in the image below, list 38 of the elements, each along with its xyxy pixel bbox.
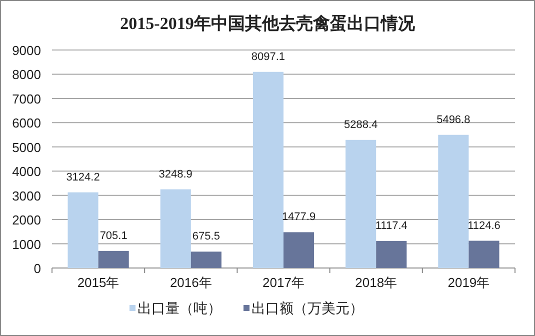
data-label: 5496.8 bbox=[436, 114, 470, 126]
x-tick-label: 2018年 bbox=[355, 275, 398, 290]
bar bbox=[160, 189, 191, 268]
y-tick-label: 0 bbox=[34, 261, 41, 276]
legend-label: 出口量（吨） bbox=[138, 300, 222, 316]
bar bbox=[468, 240, 500, 268]
y-tick-label: 1000 bbox=[12, 236, 41, 252]
y-tick-label: 9000 bbox=[12, 43, 41, 58]
data-label: 675.5 bbox=[192, 230, 220, 243]
y-tick-label: 4000 bbox=[12, 164, 41, 180]
legend-label: 出口额（万美元） bbox=[252, 300, 364, 316]
y-tick-label: 2000 bbox=[12, 212, 41, 228]
x-tick-label: 2016年 bbox=[170, 275, 212, 290]
bar bbox=[98, 250, 129, 268]
y-tick-label: 5000 bbox=[12, 140, 41, 155]
bar bbox=[284, 232, 314, 268]
data-label: 705.1 bbox=[100, 230, 128, 242]
data-label: 5288.4 bbox=[344, 118, 378, 131]
chart-title: 2015-2019年中国其他去壳禽蛋出口情况 bbox=[120, 14, 416, 33]
y-tick-label: 6000 bbox=[12, 116, 41, 131]
bar bbox=[438, 134, 469, 268]
data-label: 3248.9 bbox=[158, 168, 192, 180]
x-tick-label: 2019年 bbox=[448, 275, 490, 290]
y-tick-label: 8000 bbox=[12, 67, 41, 82]
bar bbox=[376, 240, 407, 268]
x-tick-label: 2017年 bbox=[262, 275, 304, 290]
data-label: 3124.2 bbox=[66, 171, 100, 184]
data-label: 1477.9 bbox=[282, 211, 316, 224]
x-tick-label: 2015年 bbox=[77, 275, 120, 290]
data-label: 1124.6 bbox=[468, 220, 500, 232]
bar bbox=[68, 192, 98, 268]
data-label: 1117.4 bbox=[375, 220, 408, 232]
bar bbox=[252, 72, 284, 268]
data-label: 8097.1 bbox=[251, 50, 286, 63]
bar bbox=[346, 140, 376, 268]
y-tick-label: 7000 bbox=[12, 91, 41, 106]
y-tick-label: 3000 bbox=[12, 188, 41, 204]
bar bbox=[190, 252, 222, 268]
